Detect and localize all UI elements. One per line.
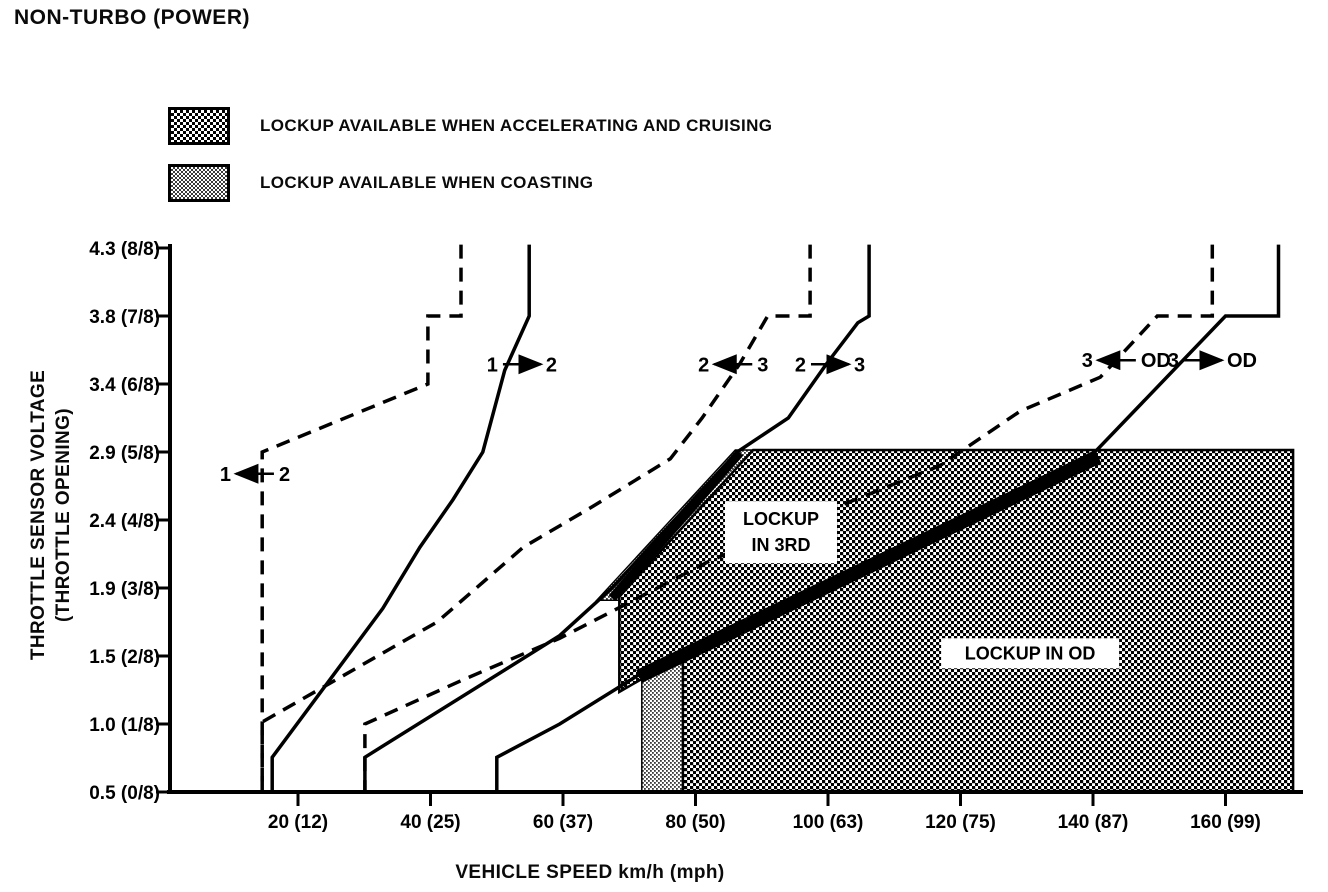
legend: LOCKUP AVAILABLE WHEN ACCELERATING AND C… — [168, 106, 772, 220]
svg-text:3: 3 — [1082, 350, 1093, 372]
svg-text:1: 1 — [487, 354, 498, 376]
legend-label-coasting: LOCKUP AVAILABLE WHEN COASTING — [260, 173, 594, 192]
svg-text:IN 3RD: IN 3RD — [751, 535, 810, 555]
region-label-lockup-in-3rd: LOCKUP IN 3RD — [725, 501, 837, 564]
y-tick-label: 4.3 (8/8) — [89, 239, 160, 260]
svg-text:2: 2 — [698, 354, 709, 376]
shift-line-1-2-upshift — [270, 244, 531, 792]
y-tick-label: 2.4 (4/8) — [89, 511, 160, 532]
lockup-accel-cruise-region — [618, 448, 1295, 794]
shift-line-1-2-downshift — [260, 244, 463, 792]
shift-line-2-3-upshift — [363, 244, 871, 792]
x-tick-label: 40 (25) — [400, 812, 460, 833]
svg-text:3: 3 — [757, 354, 768, 376]
y-tick-label: 0.5 (0/8) — [89, 783, 160, 804]
legend-item-accelerating: LOCKUP AVAILABLE WHEN ACCELERATING AND C… — [168, 106, 772, 146]
lockup-3rd-edge — [608, 449, 744, 602]
y-tick-label: 1.9 (3/8) — [89, 579, 160, 600]
legend-swatch-accelerating-icon — [168, 107, 230, 145]
svg-text:2: 2 — [279, 464, 290, 486]
x-tick-label: 100 (63) — [793, 812, 864, 833]
svg-text:OD: OD — [1141, 350, 1171, 372]
svg-text:2: 2 — [795, 354, 806, 376]
lockup-od-band — [636, 450, 1102, 683]
y-tick-label: 3.4 (6/8) — [89, 375, 160, 396]
region-label-lockup-in-od: LOCKUP IN OD — [941, 638, 1120, 669]
shift-line-3-OD-upshift — [495, 244, 1281, 792]
legend-label-accelerating: LOCKUP AVAILABLE WHEN ACCELERATING AND C… — [260, 116, 773, 135]
x-tick-label: 140 (87) — [1058, 812, 1129, 833]
shift-label-3-OD-left: 3 OD — [1082, 350, 1171, 372]
svg-text:1: 1 — [220, 464, 231, 486]
y-tick-label: 1.5 (2/8) — [89, 647, 160, 668]
legend-item-coasting: LOCKUP AVAILABLE WHEN COASTING — [168, 163, 772, 203]
x-tick-label: 160 (99) — [1190, 812, 1261, 833]
shift-label-3-OD-right: 3 OD — [1168, 350, 1257, 372]
x-tick-label: 60 (37) — [533, 812, 593, 833]
x-tick-label: 80 (50) — [665, 812, 725, 833]
page-title: NON-TURBO (POWER) — [14, 6, 250, 29]
legend-swatch-coasting-icon — [168, 164, 230, 202]
svg-text:3: 3 — [1168, 350, 1179, 372]
svg-text:2: 2 — [546, 354, 557, 376]
svg-text:OD: OD — [1227, 350, 1257, 372]
y-tick-label: 2.9 (5/8) — [89, 443, 160, 464]
shift-line-3-OD-downshift — [363, 244, 1215, 792]
shift-line-2-3-downshift — [260, 244, 812, 792]
svg-text:3: 3 — [854, 354, 865, 376]
y-tick-label: 1.0 (1/8) — [89, 715, 160, 736]
x-tick-label: 20 (12) — [268, 812, 328, 833]
svg-text:LOCKUP IN OD: LOCKUP IN OD — [965, 643, 1096, 663]
x-tick-label: 120 (75) — [925, 812, 996, 833]
x-axis-title: VEHICLE SPEED km/h (mph) — [455, 862, 725, 883]
svg-text:LOCKUP: LOCKUP — [743, 509, 819, 529]
y-tick-label: 3.8 (7/8) — [89, 307, 160, 328]
